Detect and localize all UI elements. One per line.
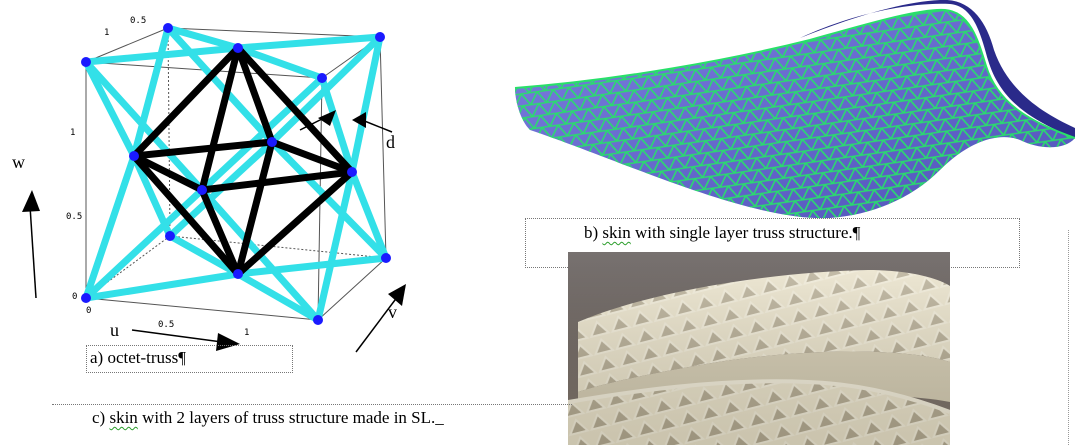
skin-surface-render	[514, 0, 1075, 219]
caption-a-mark: ¶	[178, 348, 186, 367]
truss-nodes	[81, 23, 391, 325]
outer-truss	[82, 24, 390, 324]
label-d: d	[386, 132, 395, 152]
caption-c-mark: _	[435, 408, 444, 427]
caption-c-squig: skin	[109, 408, 138, 427]
octet-truss-diagram	[22, 23, 406, 353]
tick-label: 1	[70, 128, 76, 138]
caption-c: c) skin with 2 layers of truss structure…	[92, 408, 444, 428]
caption-c-text: with 2 layers of truss structure made in…	[137, 408, 436, 427]
caption-box-a	[86, 345, 293, 373]
caption-b-squig: skin	[602, 223, 631, 242]
caption-b-text: with single layer truss structure.	[630, 223, 853, 242]
tick-label: 1	[244, 328, 250, 338]
caption-a: a) octet-truss¶	[90, 348, 186, 368]
figure-c-photo	[568, 252, 950, 445]
d-arrows	[299, 110, 393, 133]
axis-label-w: w	[12, 152, 25, 172]
caption-a-label: a)	[90, 348, 108, 367]
caption-box-c	[52, 404, 572, 405]
v-axis-arrow	[355, 284, 406, 353]
caption-c-label: c)	[92, 408, 110, 427]
figure-a: 0.5 1 1 0.5 0 0 0.5 1 w u v d a) octet-t…	[0, 0, 460, 380]
tick-label: 0.5	[158, 320, 175, 330]
axis-label-u: u	[110, 320, 119, 340]
caption-b: b) skin with single layer truss structur…	[584, 223, 860, 243]
tick-label: 0.5	[130, 16, 147, 26]
caption-a-text: octet-truss	[107, 348, 179, 367]
caption-b-mark: ¶	[852, 223, 861, 242]
tick-label: 0.5	[66, 212, 83, 222]
caption-b-label: b)	[584, 223, 603, 242]
tick-label: 0	[72, 292, 78, 302]
tick-label: 0	[86, 306, 92, 316]
figure-b: b) skin with single layer truss structur…	[500, 0, 1075, 270]
inner-truss	[130, 44, 356, 278]
axis-label-v: v	[388, 302, 397, 322]
sl-printed-skin-photo	[568, 252, 950, 445]
w-axis-arrow	[22, 190, 40, 299]
tick-label: 1	[104, 28, 110, 38]
u-axis-arrow	[131, 329, 240, 351]
page-margin-line	[1068, 230, 1069, 445]
